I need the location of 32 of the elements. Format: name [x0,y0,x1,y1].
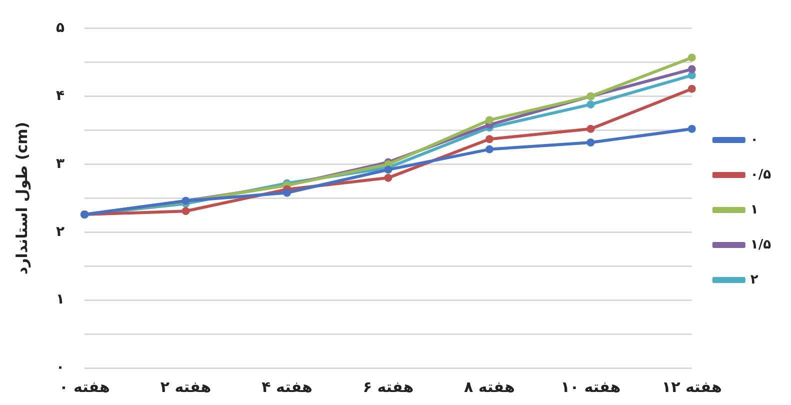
point [586,138,595,147]
legend-label: ۰ [750,132,758,148]
point [384,174,392,182]
x-tick-label: هفته ۶ [362,378,414,396]
point [485,116,494,124]
point [688,54,696,62]
point [688,65,696,74]
point [586,124,595,133]
y-tick-label: ۲ [56,224,65,240]
legend-label: ۰/۵ [750,167,772,182]
x-tick-label: هفته ۴ [262,378,312,396]
legend-label: ۱/۵ [750,237,772,252]
y-tick-label: ۴ [56,88,65,104]
legend-label: ۱ [750,202,758,218]
x-tick-label: هفته ۱۰ [560,378,621,396]
legend-label: ۲ [750,272,758,288]
point [688,124,696,133]
x-tick-label: هفته ۰ [59,378,110,396]
point [282,188,291,197]
x-tick-label: هفته ۸ [464,378,515,396]
point [586,100,595,108]
y-tick-label: ۵ [56,20,65,36]
point [688,84,696,93]
point [182,207,190,216]
x-tick-label: هفته ۲ [160,378,212,396]
y-tick-label: ۳ [56,156,65,172]
y-axis-title: طول استاندارد (cm) [12,122,31,275]
point [485,145,494,154]
x-tick-label: هفته ۱۲ [662,378,722,396]
y-tick-label: ۰ [56,360,65,376]
point [485,135,494,144]
y-tick-label: ۱ [56,292,65,308]
